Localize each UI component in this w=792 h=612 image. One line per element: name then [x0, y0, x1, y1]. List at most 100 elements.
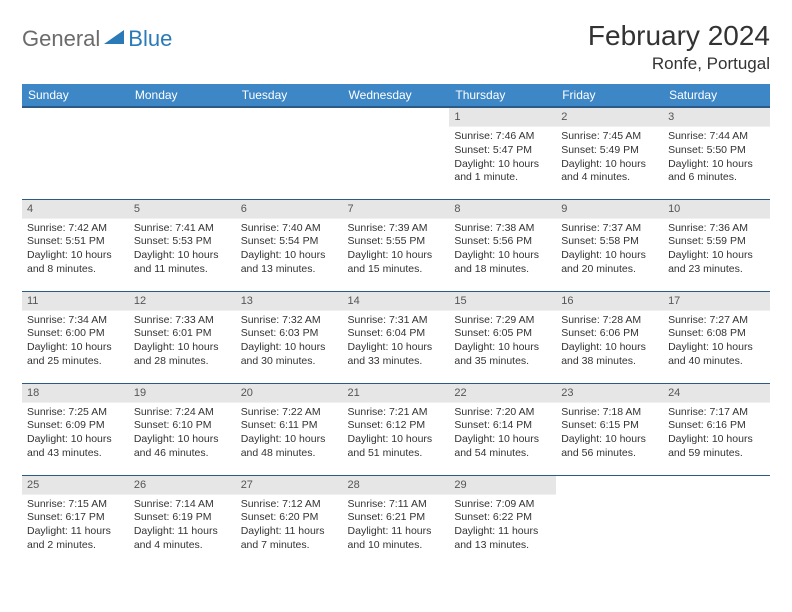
- day-number: 2: [556, 108, 663, 127]
- weekday-header: Saturday: [663, 84, 770, 107]
- daylight-line: Daylight: 10 hours and 35 minutes.: [454, 341, 551, 368]
- day-content: Sunrise: 7:14 AMSunset: 6:19 PMDaylight:…: [129, 495, 236, 558]
- day-content: Sunrise: 7:27 AMSunset: 6:08 PMDaylight:…: [663, 311, 770, 374]
- sunset-line: Sunset: 6:04 PM: [348, 327, 445, 341]
- sunrise-line: Sunrise: 7:20 AM: [454, 406, 551, 420]
- sunrise-line: Sunrise: 7:14 AM: [134, 498, 231, 512]
- day-content: Sunrise: 7:18 AMSunset: 6:15 PMDaylight:…: [556, 403, 663, 466]
- sunset-line: Sunset: 6:11 PM: [241, 419, 338, 433]
- day-number: 18: [22, 384, 129, 403]
- daylight-line: Daylight: 10 hours and 51 minutes.: [348, 433, 445, 460]
- sunset-line: Sunset: 5:49 PM: [561, 144, 658, 158]
- sunrise-line: Sunrise: 7:34 AM: [27, 314, 124, 328]
- sunset-line: Sunset: 5:59 PM: [668, 235, 765, 249]
- sunrise-line: Sunrise: 7:09 AM: [454, 498, 551, 512]
- sunset-line: Sunset: 6:15 PM: [561, 419, 658, 433]
- daylight-line: Daylight: 10 hours and 8 minutes.: [27, 249, 124, 276]
- calendar-row: 18Sunrise: 7:25 AMSunset: 6:09 PMDayligh…: [22, 383, 770, 475]
- day-cell: 10Sunrise: 7:36 AMSunset: 5:59 PMDayligh…: [663, 199, 770, 291]
- sunset-line: Sunset: 6:17 PM: [27, 511, 124, 525]
- day-cell: 24Sunrise: 7:17 AMSunset: 6:16 PMDayligh…: [663, 383, 770, 475]
- empty-cell: [236, 107, 343, 199]
- day-cell: 2Sunrise: 7:45 AMSunset: 5:49 PMDaylight…: [556, 107, 663, 199]
- weekday-row: SundayMondayTuesdayWednesdayThursdayFrid…: [22, 84, 770, 107]
- sunrise-line: Sunrise: 7:38 AM: [454, 222, 551, 236]
- day-content: Sunrise: 7:11 AMSunset: 6:21 PMDaylight:…: [343, 495, 450, 558]
- day-number: 6: [236, 200, 343, 219]
- day-number: 11: [22, 292, 129, 311]
- daylight-line: Daylight: 11 hours and 2 minutes.: [27, 525, 124, 552]
- day-cell: 26Sunrise: 7:14 AMSunset: 6:19 PMDayligh…: [129, 475, 236, 567]
- day-content: Sunrise: 7:44 AMSunset: 5:50 PMDaylight:…: [663, 127, 770, 190]
- sunrise-line: Sunrise: 7:28 AM: [561, 314, 658, 328]
- day-content: Sunrise: 7:40 AMSunset: 5:54 PMDaylight:…: [236, 219, 343, 282]
- day-number: 10: [663, 200, 770, 219]
- day-cell: 17Sunrise: 7:27 AMSunset: 6:08 PMDayligh…: [663, 291, 770, 383]
- day-content: Sunrise: 7:34 AMSunset: 6:00 PMDaylight:…: [22, 311, 129, 374]
- location: Ronfe, Portugal: [588, 54, 770, 74]
- day-number: 20: [236, 384, 343, 403]
- day-cell: 29Sunrise: 7:09 AMSunset: 6:22 PMDayligh…: [449, 475, 556, 567]
- day-cell: 3Sunrise: 7:44 AMSunset: 5:50 PMDaylight…: [663, 107, 770, 199]
- day-cell: 20Sunrise: 7:22 AMSunset: 6:11 PMDayligh…: [236, 383, 343, 475]
- daylight-line: Daylight: 10 hours and 30 minutes.: [241, 341, 338, 368]
- logo-text-blue: Blue: [128, 26, 172, 52]
- sunset-line: Sunset: 5:55 PM: [348, 235, 445, 249]
- weekday-header: Wednesday: [343, 84, 450, 107]
- daylight-line: Daylight: 10 hours and 54 minutes.: [454, 433, 551, 460]
- weekday-header: Tuesday: [236, 84, 343, 107]
- daylight-line: Daylight: 10 hours and 48 minutes.: [241, 433, 338, 460]
- day-content: Sunrise: 7:24 AMSunset: 6:10 PMDaylight:…: [129, 403, 236, 466]
- sunrise-line: Sunrise: 7:15 AM: [27, 498, 124, 512]
- calendar-row: 11Sunrise: 7:34 AMSunset: 6:00 PMDayligh…: [22, 291, 770, 383]
- sunset-line: Sunset: 5:47 PM: [454, 144, 551, 158]
- sunrise-line: Sunrise: 7:18 AM: [561, 406, 658, 420]
- day-cell: 25Sunrise: 7:15 AMSunset: 6:17 PMDayligh…: [22, 475, 129, 567]
- day-content: Sunrise: 7:22 AMSunset: 6:11 PMDaylight:…: [236, 403, 343, 466]
- day-number: 7: [343, 200, 450, 219]
- weekday-header: Thursday: [449, 84, 556, 107]
- sunset-line: Sunset: 6:03 PM: [241, 327, 338, 341]
- daylight-line: Daylight: 10 hours and 1 minute.: [454, 158, 551, 185]
- daylight-line: Daylight: 11 hours and 4 minutes.: [134, 525, 231, 552]
- calendar-body: 1Sunrise: 7:46 AMSunset: 5:47 PMDaylight…: [22, 107, 770, 567]
- daylight-line: Daylight: 10 hours and 23 minutes.: [668, 249, 765, 276]
- sunrise-line: Sunrise: 7:45 AM: [561, 130, 658, 144]
- day-number: 4: [22, 200, 129, 219]
- sunrise-line: Sunrise: 7:42 AM: [27, 222, 124, 236]
- sunset-line: Sunset: 6:20 PM: [241, 511, 338, 525]
- day-cell: 1Sunrise: 7:46 AMSunset: 5:47 PMDaylight…: [449, 107, 556, 199]
- day-number: 26: [129, 476, 236, 495]
- daylight-line: Daylight: 10 hours and 6 minutes.: [668, 158, 765, 185]
- sunset-line: Sunset: 6:06 PM: [561, 327, 658, 341]
- sunset-line: Sunset: 6:12 PM: [348, 419, 445, 433]
- day-content: Sunrise: 7:15 AMSunset: 6:17 PMDaylight:…: [22, 495, 129, 558]
- sunset-line: Sunset: 6:16 PM: [668, 419, 765, 433]
- sunrise-line: Sunrise: 7:46 AM: [454, 130, 551, 144]
- day-content: Sunrise: 7:17 AMSunset: 6:16 PMDaylight:…: [663, 403, 770, 466]
- daylight-line: Daylight: 11 hours and 13 minutes.: [454, 525, 551, 552]
- sunset-line: Sunset: 5:56 PM: [454, 235, 551, 249]
- daylight-line: Daylight: 10 hours and 28 minutes.: [134, 341, 231, 368]
- day-cell: 15Sunrise: 7:29 AMSunset: 6:05 PMDayligh…: [449, 291, 556, 383]
- logo: General Blue: [22, 20, 172, 52]
- calendar-row: 25Sunrise: 7:15 AMSunset: 6:17 PMDayligh…: [22, 475, 770, 567]
- day-content: Sunrise: 7:28 AMSunset: 6:06 PMDaylight:…: [556, 311, 663, 374]
- day-cell: 6Sunrise: 7:40 AMSunset: 5:54 PMDaylight…: [236, 199, 343, 291]
- sunset-line: Sunset: 6:14 PM: [454, 419, 551, 433]
- day-cell: 18Sunrise: 7:25 AMSunset: 6:09 PMDayligh…: [22, 383, 129, 475]
- daylight-line: Daylight: 10 hours and 38 minutes.: [561, 341, 658, 368]
- sunrise-line: Sunrise: 7:33 AM: [134, 314, 231, 328]
- daylight-line: Daylight: 10 hours and 13 minutes.: [241, 249, 338, 276]
- daylight-line: Daylight: 10 hours and 25 minutes.: [27, 341, 124, 368]
- day-content: Sunrise: 7:33 AMSunset: 6:01 PMDaylight:…: [129, 311, 236, 374]
- sunset-line: Sunset: 5:54 PM: [241, 235, 338, 249]
- day-content: Sunrise: 7:45 AMSunset: 5:49 PMDaylight:…: [556, 127, 663, 190]
- weekday-header: Monday: [129, 84, 236, 107]
- day-content: Sunrise: 7:12 AMSunset: 6:20 PMDaylight:…: [236, 495, 343, 558]
- day-number: 21: [343, 384, 450, 403]
- sunset-line: Sunset: 5:58 PM: [561, 235, 658, 249]
- sunset-line: Sunset: 6:09 PM: [27, 419, 124, 433]
- day-cell: 8Sunrise: 7:38 AMSunset: 5:56 PMDaylight…: [449, 199, 556, 291]
- sunrise-line: Sunrise: 7:39 AM: [348, 222, 445, 236]
